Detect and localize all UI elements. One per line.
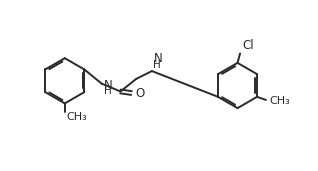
- Text: H: H: [154, 60, 161, 70]
- Text: CH₃: CH₃: [270, 96, 290, 106]
- Text: CH₃: CH₃: [66, 112, 87, 122]
- Text: H: H: [104, 86, 112, 96]
- Text: O: O: [135, 87, 144, 100]
- Text: Cl: Cl: [243, 39, 254, 52]
- Text: N: N: [104, 79, 113, 92]
- Text: N: N: [154, 52, 162, 65]
